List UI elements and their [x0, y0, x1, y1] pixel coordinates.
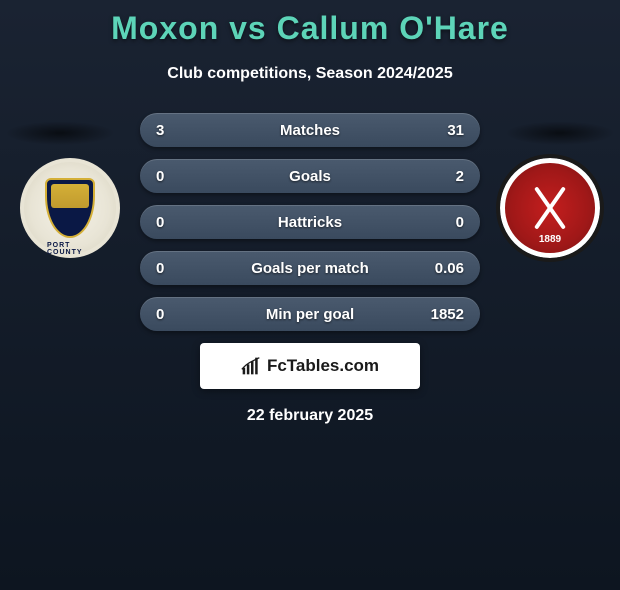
stat-right-value: 31 [424, 122, 464, 139]
stat-label: Min per goal [196, 306, 424, 323]
stat-label: Goals [196, 168, 424, 185]
bar-chart-icon [241, 356, 261, 376]
right-badge-shadow [505, 121, 615, 145]
page-title: Moxon vs Callum O'Hare [0, 10, 620, 47]
stat-row: 0 Hattricks 0 [140, 205, 480, 239]
brand-text: FcTables.com [267, 356, 379, 376]
subtitle: Club competitions, Season 2024/2025 [0, 65, 620, 83]
right-badge-year: 1889 [505, 234, 595, 245]
stat-right-value: 0 [424, 214, 464, 231]
stats-list: 3 Matches 31 0 Goals 2 0 Hattricks 0 0 G… [140, 113, 480, 331]
stat-right-value: 1852 [424, 306, 464, 323]
brand-attribution[interactable]: FcTables.com [200, 343, 420, 389]
stat-row: 3 Matches 31 [140, 113, 480, 147]
stat-label: Hattricks [196, 214, 424, 231]
stat-right-value: 2 [424, 168, 464, 185]
stat-left-value: 3 [156, 122, 196, 139]
comparison-area: PORT COUNTY 1889 3 Matches 31 0 Goals 2 … [0, 113, 620, 425]
stat-right-value: 0.06 [424, 260, 464, 277]
stat-left-value: 0 [156, 214, 196, 231]
stat-row: 0 Goals 2 [140, 159, 480, 193]
right-team-badge: 1889 [500, 158, 600, 258]
stat-row: 0 Min per goal 1852 [140, 297, 480, 331]
shield-icon [45, 178, 95, 238]
stat-label: Goals per match [196, 260, 424, 277]
left-team-badge: PORT COUNTY [20, 158, 120, 258]
comparison-date: 22 february 2025 [0, 407, 620, 425]
stat-left-value: 0 [156, 168, 196, 185]
crossed-swords-icon [520, 178, 580, 238]
stat-label: Matches [196, 122, 424, 139]
stat-row: 0 Goals per match 0.06 [140, 251, 480, 285]
left-badge-shadow [5, 121, 115, 145]
left-badge-text: PORT COUNTY [47, 242, 93, 256]
stat-left-value: 0 [156, 306, 196, 323]
stat-left-value: 0 [156, 260, 196, 277]
